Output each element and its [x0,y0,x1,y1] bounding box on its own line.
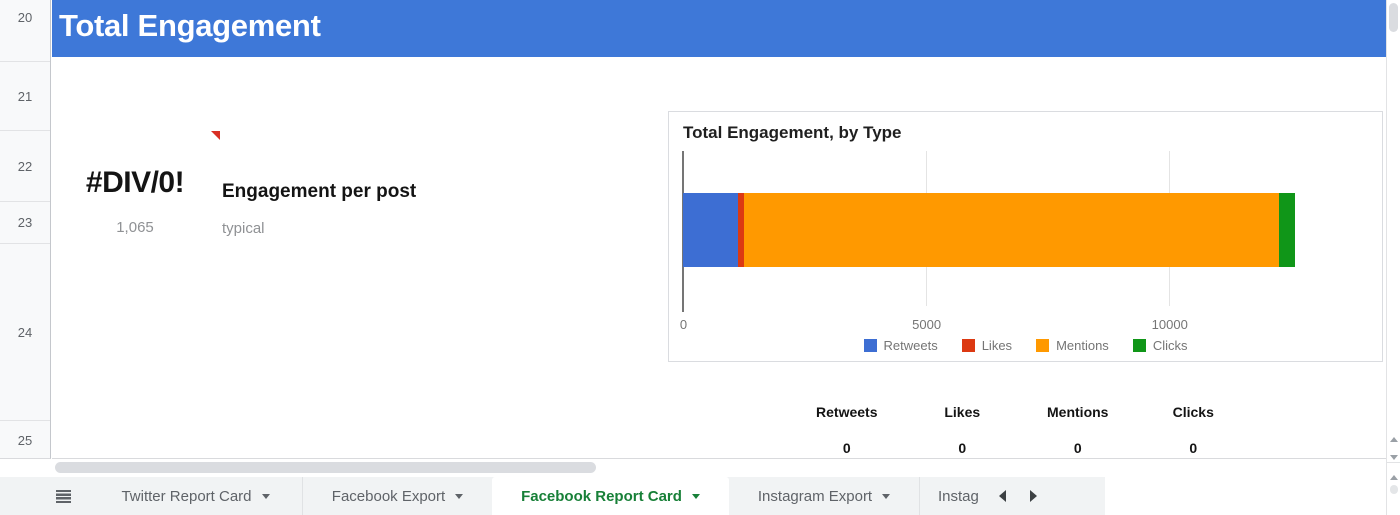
summary-header: Mentions [1047,404,1109,420]
scrollbar-divider [1387,462,1400,463]
chevron-down-icon[interactable] [261,493,270,499]
chart-title: Total Engagement, by Type [683,123,902,142]
row-number: 20 [17,10,33,25]
row-header[interactable]: 25 [0,421,50,458]
chart-plot: 0 5000 10000 [680,151,1372,332]
row-number: 24 [17,324,33,340]
vertical-scrollbar[interactable] [1386,0,1400,515]
tab-facebook-report-card[interactable]: Facebook Report Card [492,477,729,515]
chevron-down-icon[interactable] [455,493,464,499]
legend-swatch [961,339,975,352]
legend-swatch [863,339,877,352]
legend-label: Retweets [883,338,938,353]
bar-segment-mentions [744,193,1279,267]
row-number: 22 [17,158,33,174]
summary-header-row: Retweets Likes Mentions Clicks [789,398,1252,426]
stacked-bar [683,193,1295,267]
sheet-tab-bar: Twitter Report Card Facebook Export Face… [0,477,1105,515]
engagement-chart-card[interactable]: Total Engagement, by Type 0 5000 10000 R… [668,111,1383,362]
summary-header: Clicks [1172,404,1214,420]
scroll-up-icon[interactable] [1390,437,1398,442]
scroll-up-small-icon[interactable] [1390,475,1398,480]
x-tick-label: 5000 [912,317,942,332]
legend-item: Mentions [1036,338,1109,353]
tab-label: Facebook Report Card [521,487,682,505]
x-tick-label: 0 [679,317,688,332]
tab-label: Twitter Report Card [121,487,252,505]
tab-twitter-report-card[interactable]: Twitter Report Card [89,477,302,515]
legend-label: Mentions [1056,338,1109,353]
tab-label: Instagram Export [757,487,873,505]
chevron-down-icon[interactable] [691,493,700,499]
legend-label: Likes [981,338,1013,353]
row-number: 21 [17,88,33,104]
summary-header: Retweets [816,404,878,420]
tab-facebook-export[interactable]: Facebook Export [302,477,492,515]
legend-label: Clicks [1152,338,1188,353]
legend-item: Retweets [863,338,938,353]
scroll-tabs-right-icon[interactable] [1030,490,1037,502]
tab-label: Facebook Export [331,487,446,505]
row-header[interactable]: 21 [0,62,50,131]
bar-segment-likes [737,193,744,267]
legend-item: Clicks [1132,338,1188,353]
scroll-down-icon[interactable] [1390,455,1398,460]
kpi-sublabel: typical [222,220,265,237]
row-number: 25 [17,432,33,448]
tab-instagram-export[interactable]: Instagram Export [729,477,919,515]
cell-error-corner-icon [211,131,220,140]
legend-swatch [1036,339,1050,352]
report-title: Total Engagement [59,7,321,43]
row-header[interactable]: 20 [0,0,50,62]
row-header[interactable]: 23 [0,202,50,244]
summary-value: 0 [842,440,851,456]
all-sheets-menu-icon [56,489,71,503]
bar-segment-retweets [683,193,738,267]
row-number: 23 [17,215,33,230]
legend-item: Likes [961,338,1013,353]
chevron-down-icon[interactable] [882,493,891,499]
report-title-band: Total Engagement [52,0,1386,57]
row-header[interactable]: 24 [0,244,50,421]
summary-value: 0 [1189,440,1198,456]
kpi-label: Engagement per post [222,181,417,202]
summary-value: 0 [958,440,967,456]
engagement-summary-table: Retweets Likes Mentions Clicks 0 0 0 0 [789,398,1252,462]
row-header[interactable]: 22 [0,131,50,202]
tab-label: Instag [938,487,979,505]
kpi-count: 1,065 [116,219,154,236]
summary-value: 0 [1073,440,1082,456]
vertical-scrollbar-thumb-small[interactable] [1390,485,1398,494]
horizontal-scrollbar-thumb[interactable] [55,462,596,473]
legend-swatch [1132,339,1146,352]
tab-scroll-controls [985,477,1105,515]
x-tick-label: 10000 [1151,317,1188,332]
summary-header: Likes [944,404,981,420]
scroll-tabs-left-icon[interactable] [999,490,1006,502]
row-header-gutter: 20 21 22 23 24 25 [0,0,51,459]
kpi-error-value: #DIV/0! [85,166,185,199]
chart-legend: Retweets Likes Mentions Clicks [669,338,1382,353]
sheet-canvas[interactable]: Total Engagement #DIV/0! 1,065 Engagemen… [52,0,1386,459]
summary-value-row: 0 0 0 0 [789,434,1252,462]
all-sheets-button[interactable] [0,477,89,515]
bar-segment-clicks [1278,193,1295,267]
tab-instagram-truncated[interactable]: Instag [919,477,985,515]
vertical-scrollbar-thumb[interactable] [1389,3,1398,32]
